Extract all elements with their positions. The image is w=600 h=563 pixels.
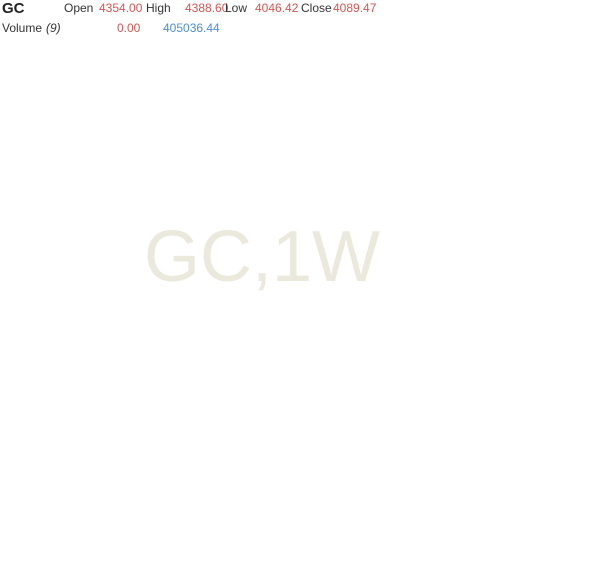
field-label: Open xyxy=(64,1,93,15)
watermark: GC,1W xyxy=(144,217,380,297)
field-value: 4089.47 xyxy=(333,1,377,15)
field-value: 4354.00 xyxy=(99,1,143,15)
field-value: 4046.42 xyxy=(255,1,299,15)
field-label: High xyxy=(146,1,171,15)
field-label: Low xyxy=(225,1,247,15)
volume-label: Volume xyxy=(2,21,42,35)
field-label: Close xyxy=(301,1,332,15)
volume-value: 405036.44 xyxy=(163,21,220,35)
symbol: GC xyxy=(2,0,25,17)
field-value: 4388.60 xyxy=(185,1,229,15)
volume-value: 0.00 xyxy=(117,21,141,35)
header: GC Open 4354.00 High 4388.60 Low 4046.42… xyxy=(2,0,377,35)
volume-period: (9) xyxy=(46,21,61,35)
